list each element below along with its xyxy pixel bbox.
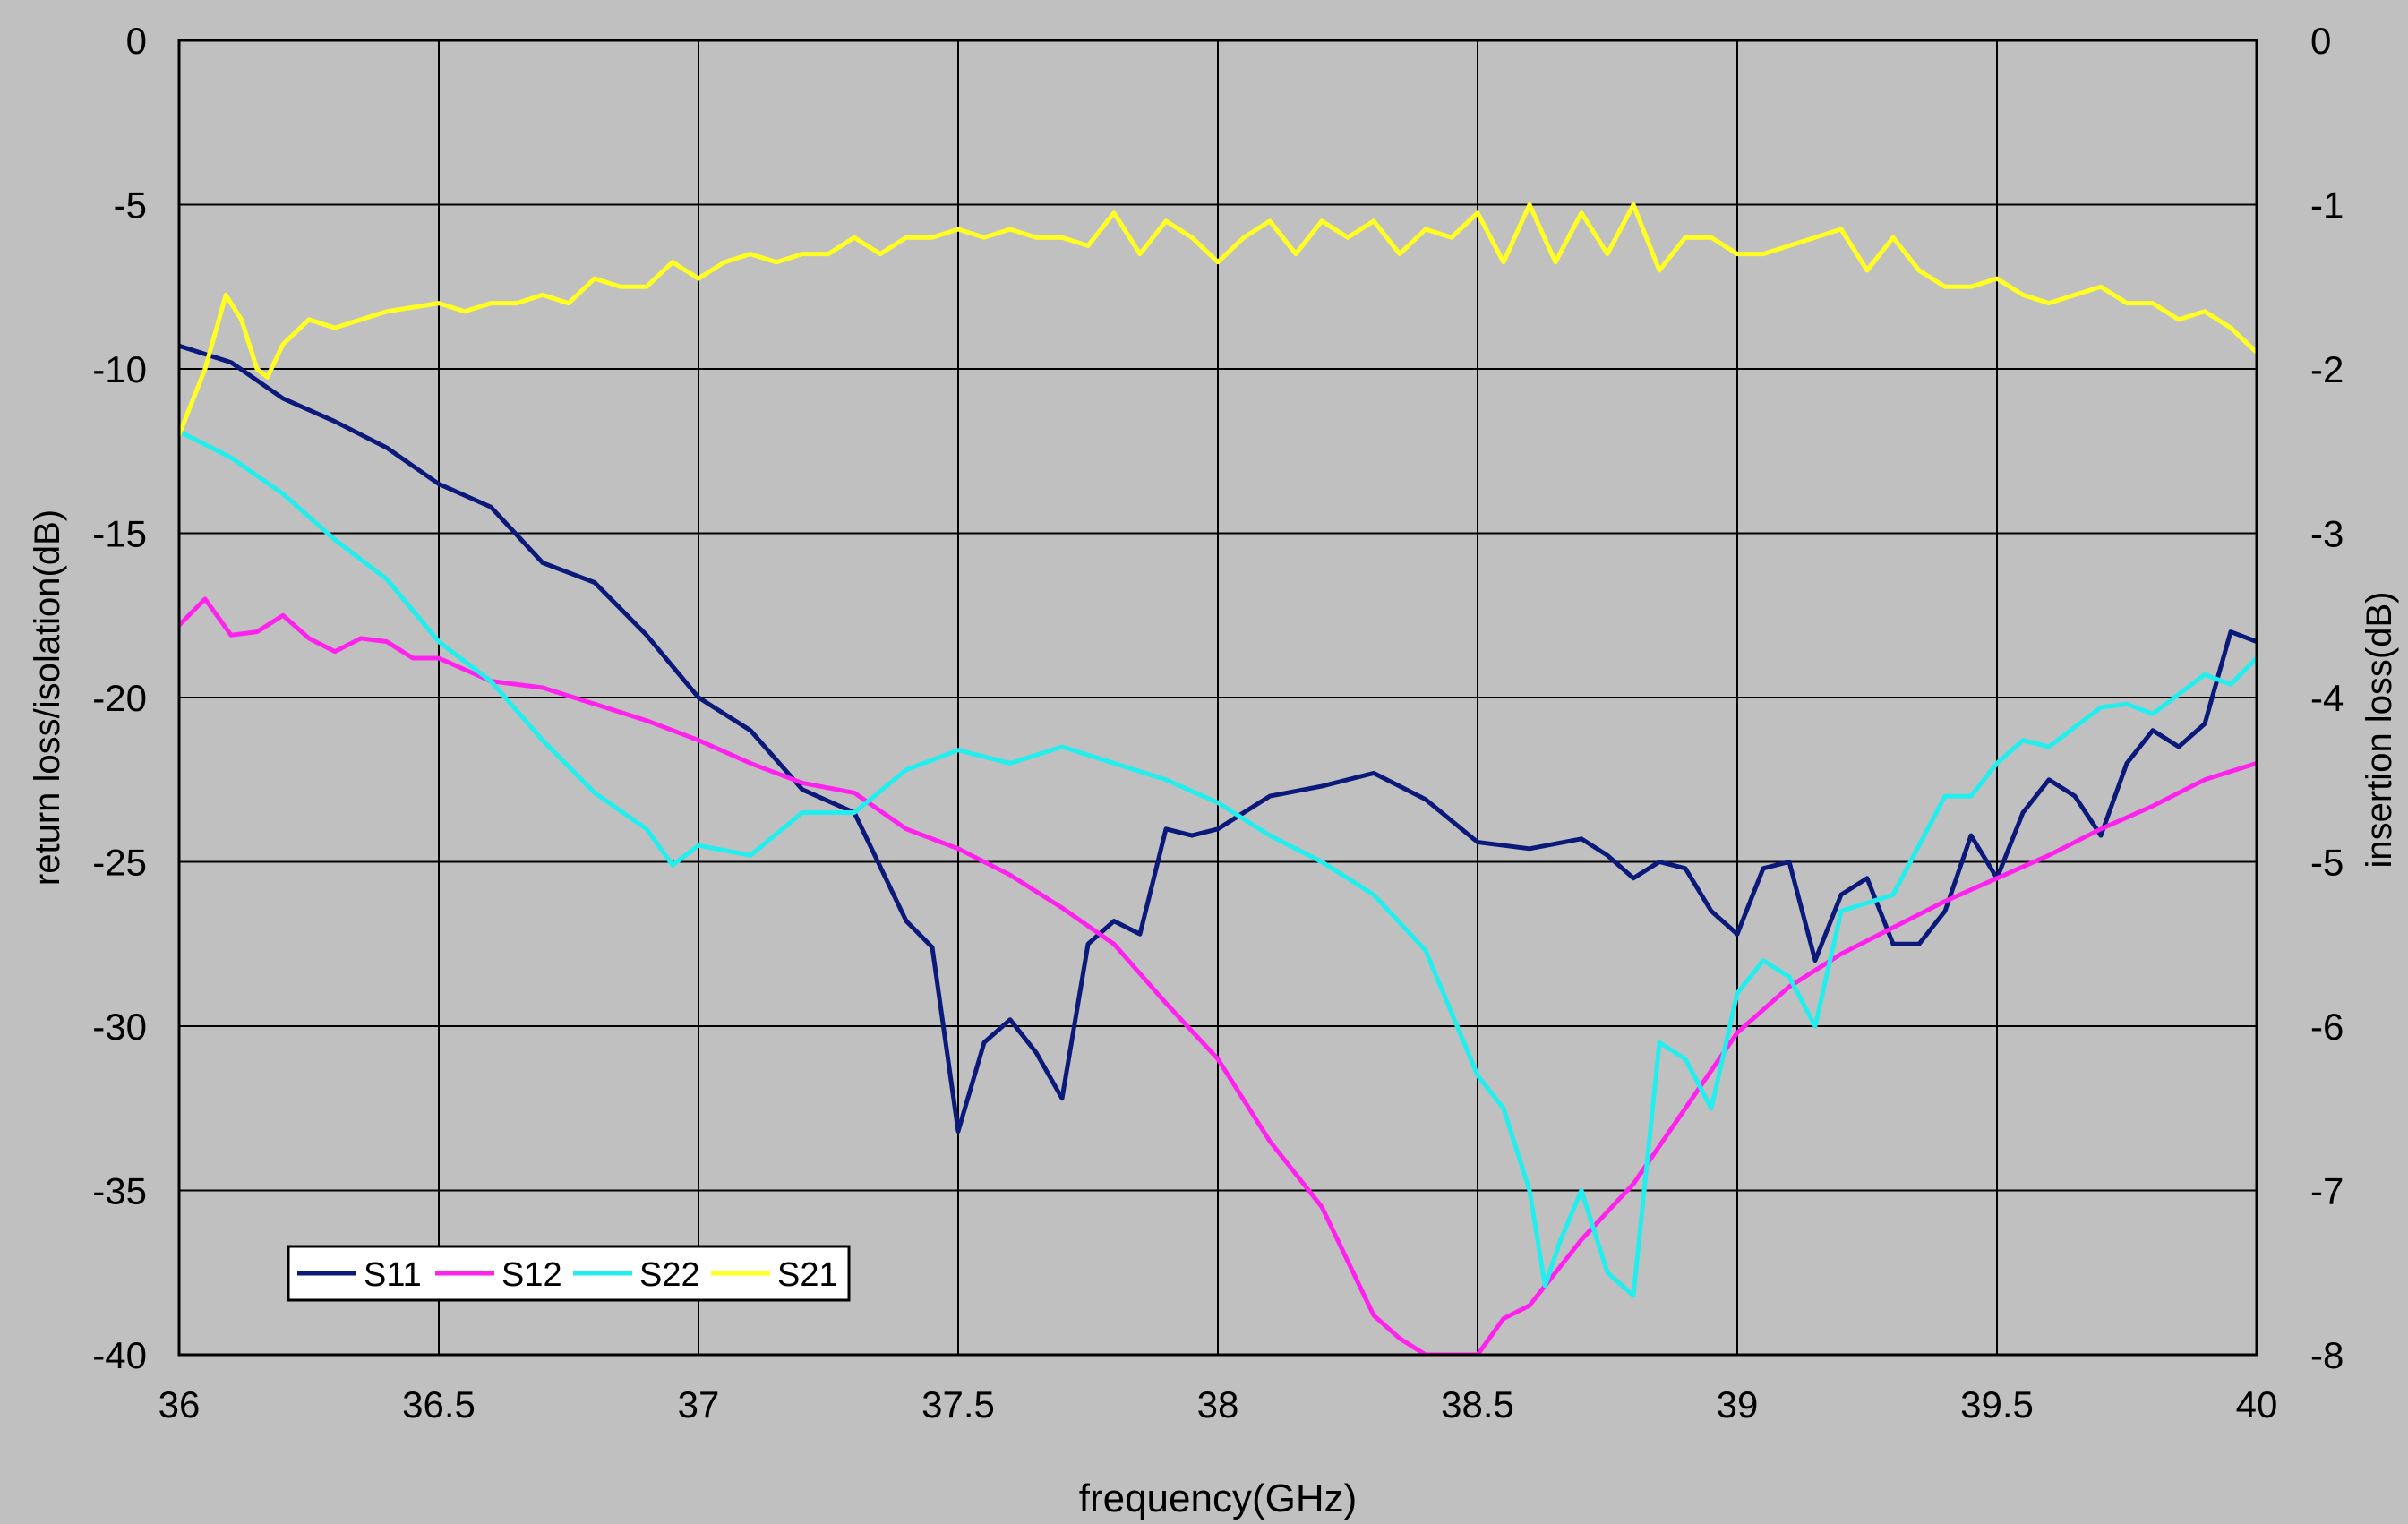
- legend-label-s22: S22: [639, 1256, 700, 1294]
- y-right-tick-label: -3: [2310, 513, 2344, 555]
- x-tick-label: 36: [159, 1383, 201, 1426]
- y-right-tick-label: -8: [2310, 1334, 2344, 1376]
- y-left-tick-label: -15: [92, 513, 147, 555]
- y-axis-label-left: return loss/isolation(dB): [28, 509, 67, 886]
- x-tick-label: 39: [1717, 1383, 1759, 1426]
- y-right-tick-label: -6: [2310, 1006, 2344, 1048]
- series-line-s22: [179, 429, 2257, 1298]
- legend-label-s12: S12: [501, 1256, 562, 1294]
- series-lines: [179, 202, 2257, 1355]
- plot-frame: [177, 39, 2258, 1357]
- series-line-s11: [179, 343, 2257, 1134]
- x-axis-label: frequency(GHz): [1079, 1477, 1358, 1520]
- y-right-tick-label: -1: [2310, 184, 2344, 227]
- tick-labels: 36 36.5 37 37.5 38 38.5 39 39.5 400-5-10-15-20-2…: [92, 20, 2344, 1426]
- legend-label-s21: S21: [777, 1256, 838, 1294]
- series-line-s12: [179, 596, 2257, 1355]
- y-left-tick-label: -25: [92, 842, 147, 884]
- x-tick-label: 39.5: [1960, 1383, 2034, 1426]
- y-left-tick-label: -20: [92, 677, 147, 719]
- y-left-tick-label: 0: [126, 20, 147, 62]
- legend-label-s11: S11: [364, 1256, 422, 1294]
- y-left-tick-label: -35: [92, 1170, 147, 1212]
- x-tick-label: 38.5: [1441, 1383, 1514, 1426]
- y-left-tick-label: -10: [92, 348, 147, 390]
- grid-lines: [179, 40, 2257, 1355]
- y-left-tick-label: -5: [114, 184, 147, 227]
- legend: S11 S12 S22 S21: [287, 1245, 851, 1302]
- x-tick-label: 36.5: [402, 1383, 476, 1426]
- y-right-tick-label: 0: [2310, 20, 2331, 62]
- x-tick-label: 37.5: [921, 1383, 995, 1426]
- x-tick-label: 37: [678, 1383, 720, 1426]
- y-left-tick-label: -40: [92, 1334, 147, 1376]
- y-right-tick-label: -5: [2310, 842, 2344, 884]
- y-right-tick-label: -4: [2310, 677, 2344, 719]
- y-axis-label-right: insertion loss(dB): [2360, 591, 2399, 868]
- y-left-tick-label: -30: [92, 1006, 147, 1048]
- y-right-tick-label: -7: [2310, 1170, 2344, 1212]
- series-line-s21: [179, 202, 2257, 437]
- x-tick-label: 40: [2236, 1383, 2278, 1426]
- x-tick-label: 38: [1197, 1383, 1239, 1426]
- y-right-tick-label: -2: [2310, 348, 2344, 390]
